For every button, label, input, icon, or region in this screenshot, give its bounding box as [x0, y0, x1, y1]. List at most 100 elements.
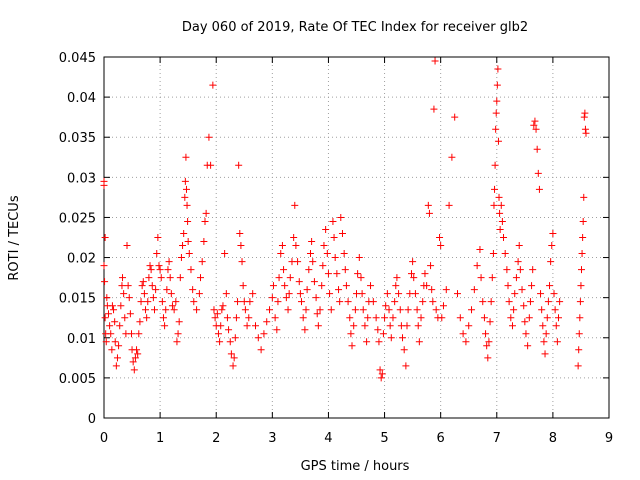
data-point-marker — [378, 370, 386, 378]
data-point-marker — [522, 330, 530, 338]
data-point-marker — [198, 258, 206, 266]
y-tick-label: 0.045 — [59, 51, 96, 66]
data-point-marker — [200, 238, 208, 246]
data-point-marker — [101, 314, 109, 322]
data-point-marker — [286, 274, 294, 282]
data-point-marker — [223, 314, 231, 322]
data-point-marker — [359, 306, 367, 314]
data-point-marker — [445, 201, 453, 209]
data-point-marker — [229, 362, 237, 370]
data-point-marker — [243, 322, 251, 330]
data-point-marker — [167, 290, 175, 298]
data-point-marker — [483, 342, 491, 350]
data-point-marker — [284, 306, 292, 314]
data-point-marker — [282, 294, 290, 302]
data-point-marker — [119, 274, 127, 282]
data-point-marker — [540, 338, 548, 346]
data-point-marker — [338, 229, 346, 237]
data-point-marker — [542, 330, 550, 338]
data-point-marker — [537, 290, 545, 298]
data-point-marker — [153, 250, 161, 258]
data-point-marker — [207, 161, 215, 169]
data-point-marker — [266, 306, 274, 314]
data-point-marker — [189, 286, 197, 294]
data-point-marker — [134, 350, 142, 358]
data-point-marker — [323, 250, 331, 258]
data-point-marker — [500, 234, 508, 241]
data-point-marker — [387, 334, 395, 342]
axis-ticks: 0 0.005 0.01 0.015 0.02 0.025 0.03 0.035 0.04 0.0… — [59, 51, 613, 446]
data-point-marker — [548, 242, 556, 250]
data-point-marker — [310, 278, 318, 286]
data-point-marker — [131, 354, 139, 362]
data-point-marker — [417, 314, 425, 322]
data-point-marker — [581, 125, 589, 133]
x-tick-label: 8 — [549, 431, 557, 446]
data-point-marker — [190, 298, 198, 306]
data-point-marker — [456, 314, 464, 322]
data-point-marker — [197, 274, 205, 282]
data-point-marker — [533, 145, 541, 153]
data-point-marker — [210, 306, 218, 314]
y-tick-label: 0.04 — [67, 91, 96, 106]
data-point-marker — [383, 290, 391, 298]
data-point-marker — [432, 306, 440, 314]
data-point-marker — [335, 286, 343, 294]
data-point-marker — [582, 129, 590, 137]
data-point-marker — [163, 286, 171, 294]
data-point-marker — [263, 318, 271, 326]
data-point-marker — [324, 270, 332, 278]
data-point-marker — [213, 310, 221, 318]
data-point-marker — [211, 314, 219, 322]
data-point-marker — [504, 282, 512, 290]
data-point-marker — [140, 290, 148, 298]
data-point-marker — [166, 274, 174, 282]
data-point-marker — [115, 342, 123, 350]
data-point-marker — [294, 258, 302, 266]
data-point-marker — [313, 310, 321, 318]
data-point-marker — [425, 209, 433, 217]
data-point-marker — [164, 266, 172, 274]
data-point-marker — [139, 278, 147, 286]
data-point-marker — [491, 161, 499, 169]
data-point-marker — [427, 262, 435, 270]
data-point-marker — [493, 97, 501, 105]
data-point-marker — [209, 81, 217, 89]
data-point-marker — [280, 266, 288, 274]
data-point-marker — [386, 322, 394, 330]
data-point-marker — [231, 334, 239, 342]
data-point-marker — [181, 193, 189, 201]
data-point-marker — [148, 282, 156, 290]
data-point-marker — [337, 213, 345, 221]
data-point-marker — [155, 262, 163, 270]
data-point-marker — [577, 282, 585, 290]
data-point-marker — [218, 306, 226, 314]
data-point-marker — [273, 326, 281, 334]
y-tick-label: 0.025 — [59, 211, 96, 226]
data-point-marker — [381, 314, 389, 322]
data-point-marker — [318, 282, 326, 290]
data-point-marker — [342, 282, 350, 290]
data-point-marker — [487, 298, 495, 306]
data-point-marker — [137, 298, 145, 306]
data-point-marker — [326, 290, 334, 298]
data-point-marker — [436, 234, 444, 241]
data-point-marker — [100, 177, 108, 185]
data-point-marker — [465, 322, 473, 330]
data-point-marker — [377, 374, 385, 382]
data-point-marker — [491, 185, 499, 193]
data-point-marker — [574, 362, 582, 370]
data-point-marker — [415, 338, 423, 346]
data-point-marker — [298, 298, 306, 306]
data-point-marker — [142, 306, 150, 314]
data-point-marker — [438, 314, 446, 322]
data-point-marker — [336, 298, 344, 306]
data-point-marker — [205, 133, 213, 141]
data-point-marker — [227, 350, 235, 358]
data-point-marker — [361, 322, 369, 330]
data-point-marker — [182, 185, 190, 193]
data-point-marker — [238, 258, 246, 266]
data-point-marker — [382, 302, 390, 310]
data-point-marker — [543, 314, 551, 322]
